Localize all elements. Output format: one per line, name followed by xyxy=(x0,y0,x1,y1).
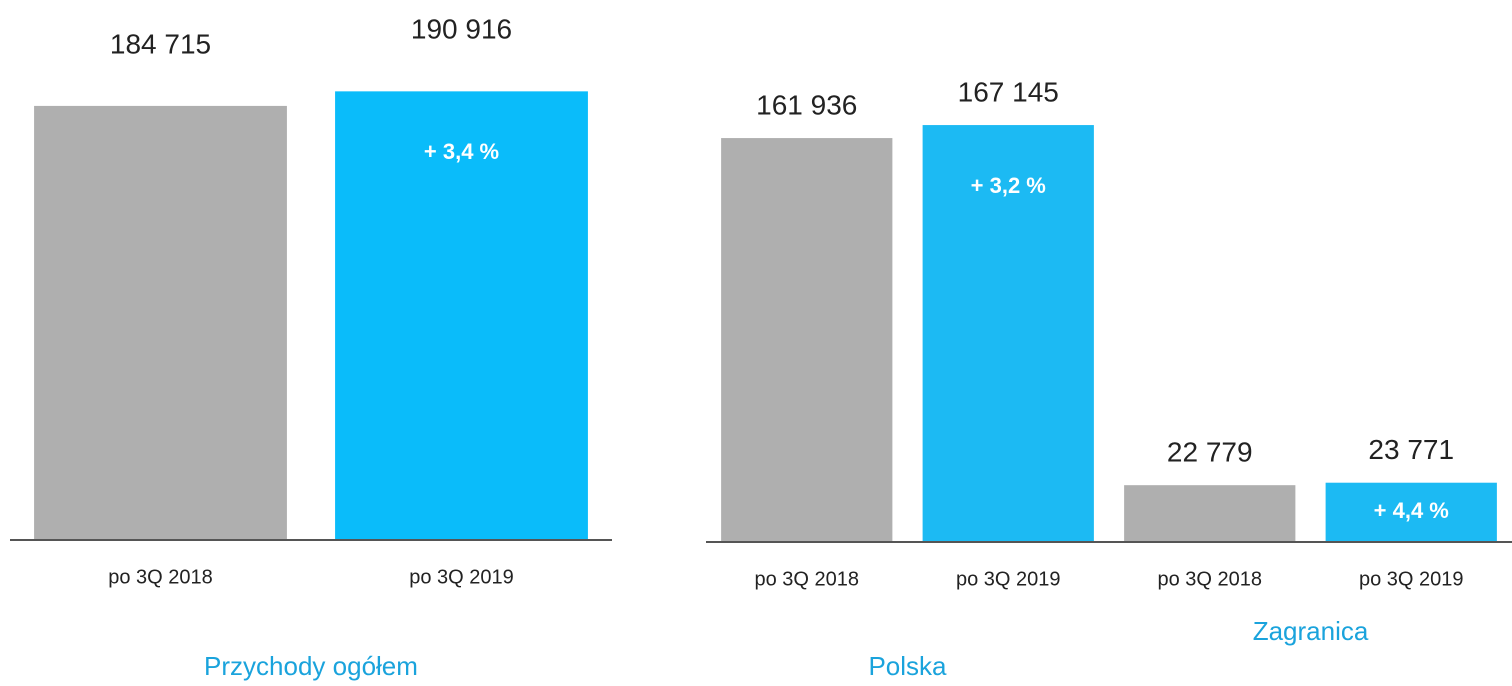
bar xyxy=(335,91,588,540)
value-label: 22 779 xyxy=(1167,437,1253,468)
bar xyxy=(34,105,287,541)
value-label: 167 145 xyxy=(958,76,1059,107)
bar xyxy=(1124,485,1296,542)
value-label: 23 771 xyxy=(1368,434,1454,465)
value-label: 190 916 xyxy=(411,14,512,45)
growth-annotation: + 4,4 % xyxy=(1374,498,1449,523)
value-label: 184 715 xyxy=(110,28,211,59)
growth-annotation: + 3,2 % xyxy=(971,173,1046,198)
group-label: Przychody ogółem xyxy=(204,651,418,681)
group-label: Polska xyxy=(868,651,947,681)
x-tick-label: po 3Q 2018 xyxy=(754,568,859,590)
growth-annotation: + 3,4 % xyxy=(424,139,499,164)
x-tick-label: po 3Q 2018 xyxy=(1157,568,1262,590)
x-tick-label: po 3Q 2018 xyxy=(108,566,213,588)
bar xyxy=(1325,482,1497,542)
x-tick-label: po 3Q 2019 xyxy=(956,568,1061,590)
value-label: 161 936 xyxy=(756,89,857,120)
bar xyxy=(922,125,1094,542)
x-tick-label: po 3Q 2019 xyxy=(409,566,514,588)
group-label: Zagranica xyxy=(1253,616,1369,646)
bar xyxy=(721,138,893,543)
x-tick-label: po 3Q 2019 xyxy=(1359,568,1464,590)
